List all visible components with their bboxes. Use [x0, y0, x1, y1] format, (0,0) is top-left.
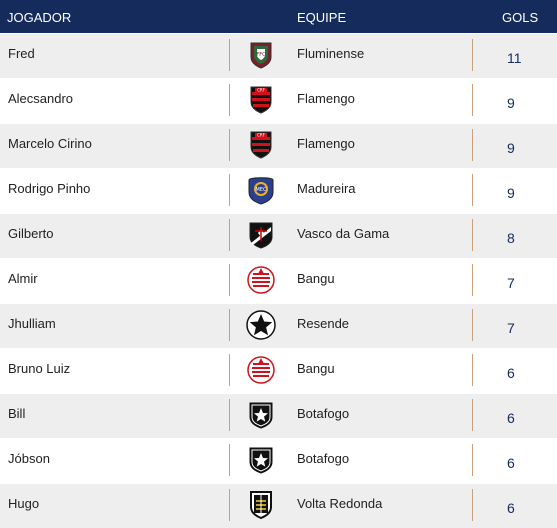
team-name: Bangu — [297, 271, 335, 286]
team-name: Flamengo — [297, 136, 355, 151]
table-row: Gilberto Vasco da Gama 8 — [0, 213, 557, 258]
column-divider — [229, 129, 230, 161]
column-divider — [472, 309, 473, 341]
player-name: Rodrigo Pinho — [8, 181, 91, 196]
column-divider — [472, 264, 473, 296]
svg-text:CRF: CRF — [257, 88, 266, 93]
goals-count: 9 — [507, 95, 515, 111]
team-name: Vasco da Gama — [297, 226, 390, 241]
player-name: Hugo — [8, 496, 40, 511]
column-divider — [472, 399, 473, 431]
column-divider — [472, 84, 473, 116]
table-header: JOGADOR EQUIPE GOLS — [0, 0, 557, 33]
table-row: Fred FFC Fluminense 11 — [0, 33, 557, 78]
bangu-crest-icon — [245, 264, 277, 296]
botafogo-crest-icon — [245, 444, 277, 476]
goals-count: 8 — [507, 230, 515, 246]
flamengo-crest-icon: CRF — [245, 84, 277, 116]
column-divider — [472, 444, 473, 476]
player-name: Jóbson — [8, 451, 50, 466]
table-row: Jhulliam Resende 7 — [0, 303, 557, 348]
column-divider — [229, 219, 230, 251]
goals-count: 7 — [507, 275, 515, 291]
svg-text:CRF: CRF — [257, 133, 266, 138]
table-row: Almir Bangu 7 — [0, 258, 557, 303]
table-row: Marcelo Cirino CRF Flamengo 9 — [0, 123, 557, 168]
team-name: Resende — [297, 316, 350, 331]
botafogo-crest-icon — [245, 399, 277, 431]
column-divider — [472, 219, 473, 251]
table-row: Rodrigo Pinho MEC Madureira 9 — [0, 168, 557, 213]
player-name: Bruno Luiz — [8, 361, 71, 376]
column-divider — [229, 84, 230, 116]
goals-count: 11 — [507, 50, 522, 66]
column-divider — [229, 354, 230, 386]
table-row: Jóbson Botafogo 6 — [0, 438, 557, 483]
goals-count: 6 — [507, 455, 515, 471]
table-row: Bruno Luiz Bangu 6 — [0, 348, 557, 393]
table-row: Hugo Volta Redonda 6 — [0, 483, 557, 528]
column-divider — [472, 174, 473, 206]
column-divider — [229, 489, 230, 521]
volta-redonda-crest-icon — [245, 489, 277, 521]
player-name: Jhulliam — [8, 316, 56, 331]
goals-count: 6 — [507, 500, 515, 516]
svg-text:MEC: MEC — [256, 187, 267, 193]
table-body: Fred FFC Fluminense 11 Alecsandro CRF Flamengo… — [0, 33, 557, 528]
goals-count: 9 — [507, 185, 515, 201]
player-name: Bill — [8, 406, 26, 421]
player-name: Marcelo Cirino — [8, 136, 92, 151]
madureira-crest-icon: MEC — [245, 174, 277, 206]
goals-count: 6 — [507, 365, 515, 381]
column-divider — [472, 129, 473, 161]
header-player: JOGADOR — [7, 10, 72, 25]
column-divider — [472, 39, 473, 71]
column-divider — [229, 309, 230, 341]
player-name: Almir — [8, 271, 38, 286]
flamengo-crest-icon: CRF — [245, 129, 277, 161]
team-name: Madureira — [297, 181, 356, 196]
player-name: Alecsandro — [8, 91, 74, 106]
player-name: Fred — [8, 46, 35, 61]
team-name: Volta Redonda — [297, 496, 383, 511]
resende-crest-icon — [245, 309, 277, 341]
team-name: Fluminense — [297, 46, 365, 61]
goals-count: 6 — [507, 410, 515, 426]
player-name: Gilberto — [8, 226, 54, 241]
team-name: Flamengo — [297, 91, 355, 106]
column-divider — [229, 264, 230, 296]
team-name: Botafogo — [297, 406, 350, 421]
table-row: Alecsandro CRF Flamengo 9 — [0, 78, 557, 123]
column-divider — [229, 39, 230, 71]
column-divider — [472, 354, 473, 386]
column-divider — [229, 399, 230, 431]
bangu-crest-icon — [245, 354, 277, 386]
header-team: EQUIPE — [297, 10, 347, 25]
column-divider — [229, 174, 230, 206]
table-row: Bill Botafogo 6 — [0, 393, 557, 438]
goals-count: 9 — [507, 140, 515, 156]
team-name: Botafogo — [297, 451, 350, 466]
header-goals: GOLS — [502, 10, 539, 25]
svg-text:FFC: FFC — [256, 52, 266, 58]
column-divider — [229, 444, 230, 476]
column-divider — [472, 489, 473, 521]
team-name: Bangu — [297, 361, 335, 376]
fluminense-crest-icon: FFC — [245, 39, 277, 71]
goals-count: 7 — [507, 320, 515, 336]
vasco-crest-icon — [245, 219, 277, 251]
